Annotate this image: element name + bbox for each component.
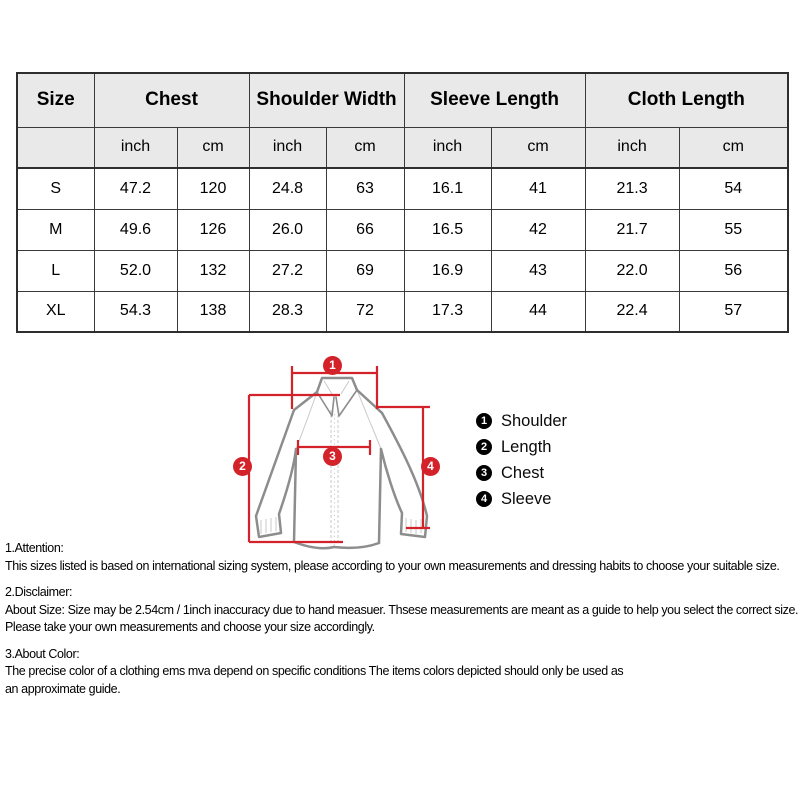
legend-number-icon: 3 bbox=[476, 465, 492, 481]
value-cell: 16.9 bbox=[403, 249, 492, 292]
value-cell: 42 bbox=[490, 208, 586, 251]
table-row-s: S 47.2 120 24.8 63 16.1 41 21.3 54 bbox=[16, 167, 789, 210]
table-row-xl: XL 54.3 138 28.3 72 17.3 44 22.4 57 bbox=[16, 290, 789, 333]
value-cell: 22.0 bbox=[584, 249, 680, 292]
legend-label: Length bbox=[501, 437, 552, 456]
unit-cell: inch bbox=[584, 126, 680, 169]
notes-section: 1.Attention: This sizes listed is based … bbox=[5, 540, 799, 707]
value-cell: 44 bbox=[490, 290, 586, 333]
note-line: an approximate guide. bbox=[5, 681, 121, 696]
value-cell: 63 bbox=[325, 167, 405, 210]
shirt-measurement-diagram bbox=[228, 348, 478, 553]
value-cell: 138 bbox=[176, 290, 250, 333]
value-cell: 54 bbox=[678, 167, 789, 210]
value-cell: 69 bbox=[325, 249, 405, 292]
value-cell: 26.0 bbox=[248, 208, 327, 251]
unit-cell: cm bbox=[678, 126, 789, 169]
value-cell: 27.2 bbox=[248, 249, 327, 292]
value-cell: 21.3 bbox=[584, 167, 680, 210]
measure-marker-length: 2 bbox=[233, 457, 252, 476]
note-heading: 3.About Color: bbox=[5, 646, 80, 661]
legend-label: Sleeve bbox=[501, 489, 552, 508]
table-row-l: L 52.0 132 27.2 69 16.9 43 22.0 56 bbox=[16, 249, 789, 292]
value-cell: 22.4 bbox=[584, 290, 680, 333]
note-heading: 2.Disclaimer: bbox=[5, 585, 73, 599]
table-row-m: M 49.6 126 26.0 66 16.5 42 21.7 55 bbox=[16, 208, 789, 251]
value-cell: 16.1 bbox=[403, 167, 492, 210]
column-header-cloth-length: Cloth Length bbox=[584, 72, 789, 128]
value-cell: 43 bbox=[490, 249, 586, 292]
note-line: About Size: Size may be 2.54cm / 1inch i… bbox=[5, 602, 799, 617]
value-cell: 126 bbox=[176, 208, 250, 251]
note-about-color: 3.About Color: The precise color of a cl… bbox=[5, 646, 799, 699]
value-cell: 72 bbox=[325, 290, 405, 333]
column-header-sleeve-length: Sleeve Length bbox=[403, 72, 586, 128]
size-label: M bbox=[16, 208, 95, 251]
note-heading: 1.Attention: bbox=[5, 541, 64, 555]
legend-number-icon: 2 bbox=[476, 439, 492, 455]
size-label: S bbox=[16, 167, 95, 210]
legend-item-chest: 3 Chest bbox=[476, 463, 567, 482]
value-cell: 47.2 bbox=[93, 167, 178, 210]
legend-item-shoulder: 1 Shoulder bbox=[476, 411, 568, 430]
value-cell: 49.6 bbox=[93, 208, 178, 251]
note-line: This sizes listed is based on internatio… bbox=[5, 558, 780, 573]
shirt-diagram-graphic bbox=[247, 366, 430, 550]
value-cell: 28.3 bbox=[248, 290, 327, 333]
note-line: The precise color of a clothing ems mva … bbox=[5, 664, 624, 678]
unit-cell: inch bbox=[248, 126, 327, 169]
unit-cell: inch bbox=[93, 126, 178, 169]
legend-number-icon: 1 bbox=[476, 413, 492, 429]
measure-marker-sleeve: 4 bbox=[421, 457, 440, 476]
value-cell: 56 bbox=[678, 249, 789, 292]
unit-cell: cm bbox=[176, 126, 250, 169]
unit-cell: inch bbox=[403, 126, 492, 169]
value-cell: 54.3 bbox=[93, 290, 178, 333]
unit-cell: cm bbox=[490, 126, 586, 169]
size-label: L bbox=[16, 249, 95, 292]
value-cell: 17.3 bbox=[403, 290, 492, 333]
size-chart-table: Size Chest Shoulder Width Sleeve Length … bbox=[16, 72, 790, 333]
legend-label: Shoulder bbox=[501, 411, 568, 430]
value-cell: 52.0 bbox=[93, 249, 178, 292]
note-attention: 1.Attention: This sizes listed is based … bbox=[5, 540, 799, 575]
column-header-shoulder-width: Shoulder Width bbox=[248, 72, 405, 128]
legend-label: Chest bbox=[501, 463, 545, 482]
legend-item-length: 2 Length bbox=[476, 437, 567, 456]
size-label: XL bbox=[16, 290, 95, 333]
value-cell: 16.5 bbox=[403, 208, 492, 251]
legend-number-icon: 4 bbox=[476, 491, 492, 507]
note-disclaimer: 2.Disclaimer: About Size: Size may be 2.… bbox=[5, 584, 799, 637]
table-header-row: Size Chest Shoulder Width Sleeve Length … bbox=[16, 72, 789, 128]
value-cell: 57 bbox=[678, 290, 789, 333]
measure-marker-shoulder: 1 bbox=[323, 356, 342, 375]
column-header-chest: Chest bbox=[93, 72, 250, 128]
unit-cell-empty bbox=[16, 126, 95, 169]
table-unit-row: inch cm inch cm inch cm inch cm bbox=[16, 126, 789, 169]
legend-item-sleeve: 4 Sleeve bbox=[476, 489, 567, 508]
value-cell: 41 bbox=[490, 167, 586, 210]
value-cell: 21.7 bbox=[584, 208, 680, 251]
value-cell: 24.8 bbox=[248, 167, 327, 210]
column-header-size: Size bbox=[16, 72, 95, 128]
value-cell: 55 bbox=[678, 208, 789, 251]
note-line: Please take your own measurements and ch… bbox=[5, 620, 375, 634]
value-cell: 132 bbox=[176, 249, 250, 292]
measure-marker-chest: 3 bbox=[323, 447, 342, 466]
unit-cell: cm bbox=[325, 126, 405, 169]
value-cell: 120 bbox=[176, 167, 250, 210]
measurement-legend: 1 Shoulder 2 Length 3 Chest 4 Sleeve bbox=[476, 411, 568, 517]
value-cell: 66 bbox=[325, 208, 405, 251]
